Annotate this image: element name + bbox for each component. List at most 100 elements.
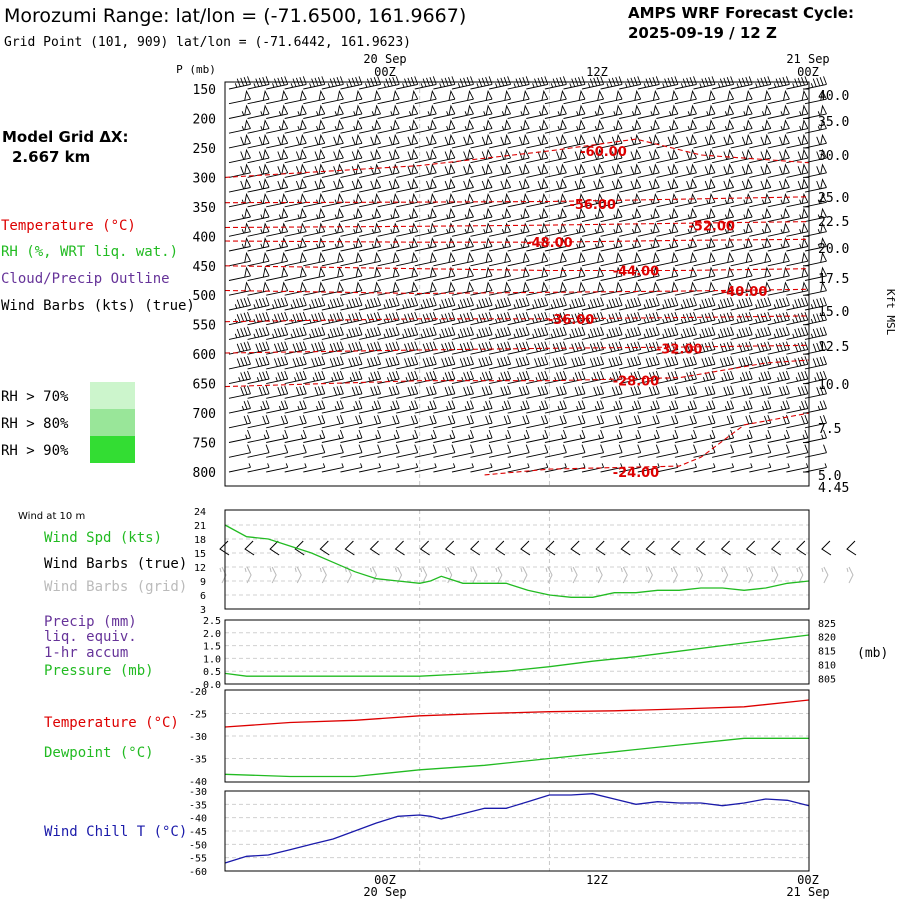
wind-barb-575-28	[749, 326, 772, 340]
wind-barb-800-12	[451, 463, 474, 473]
wind-barb-475-12	[451, 266, 474, 281]
wind-barb-800-9	[396, 463, 419, 473]
wind-barb-525-14	[489, 297, 512, 311]
barb-true-9	[444, 540, 455, 556]
wind-barb-600-0	[228, 341, 251, 355]
wind-barb-175-5	[321, 89, 344, 105]
rh-80-swatch	[90, 409, 135, 436]
wind-barb-725-10	[414, 415, 437, 429]
wind-barb-750-30	[786, 429, 809, 443]
wind-barb-525-11	[433, 297, 456, 311]
wind-barb-525-18	[563, 297, 586, 311]
wind-barb-475-30	[786, 266, 809, 281]
profile-gridlines	[419, 82, 550, 486]
wind-barb-425-1	[247, 237, 270, 252]
wind-barb-475-20	[600, 266, 623, 281]
wind-barb-375-12	[451, 207, 474, 223]
wind-barb-350-29	[767, 192, 790, 208]
pressure-tick-550: 550	[193, 319, 216, 334]
wind-barb-200-13	[470, 104, 493, 119]
wind-barb-300-19	[581, 163, 605, 178]
wind-barb-550-8	[377, 311, 400, 326]
wind-barb-650-15	[507, 370, 530, 385]
wind-barb-650-16	[526, 370, 549, 385]
pressure-tick-825: 825	[818, 619, 836, 630]
wind-barb-575-13	[470, 326, 493, 340]
wind-barb-275-30	[786, 148, 809, 164]
wind-barb-325-9	[396, 178, 419, 193]
wind-speed-line	[224, 524, 810, 598]
wind-barb-300-31	[804, 163, 827, 178]
barb-grid-18	[670, 566, 678, 584]
wind-barb-575-24	[674, 326, 697, 340]
wind-speed-tick-24: 24	[194, 507, 206, 518]
wind-barb-350-22	[637, 192, 660, 208]
wind-barb-650-27	[730, 370, 753, 385]
height-tick-5: 20.0	[818, 242, 849, 257]
wind-barb-750-13	[470, 429, 493, 443]
barb-true-24	[821, 540, 832, 556]
wind-barb-675-0	[228, 385, 251, 399]
wind-barb-450-29	[767, 251, 790, 267]
wind-speed-tick-21: 21	[194, 521, 206, 532]
wind-barb-275-26	[712, 148, 735, 164]
wind-barb-700-16	[526, 400, 549, 414]
wind-barb-575-26	[712, 326, 735, 340]
wind-barb-400-8	[377, 222, 400, 237]
wind-barb-475-6	[340, 266, 363, 281]
wind-barb-525-17	[544, 297, 567, 311]
wind-barb-675-4	[303, 385, 326, 399]
wind-barb-450-12	[451, 251, 474, 267]
wind-barb-700-5	[321, 400, 344, 414]
wind-barb-375-4	[303, 207, 326, 223]
wind-barb-725-7	[359, 415, 382, 429]
profile-panel: P (mb) Kft MSL 150 200 250 300 350 400 450 500 5…	[176, 63, 897, 496]
wind-barb-325-15	[507, 178, 530, 193]
model-grid-value: 2.667 km	[12, 148, 90, 166]
wind-barb-775-27	[730, 444, 753, 458]
wind-barb-325-26	[712, 178, 735, 193]
wind-barb-275-9	[396, 148, 419, 164]
wind-barb-150-23	[656, 76, 679, 90]
wind-barb-375-27	[730, 207, 753, 223]
wind-barb-400-1	[247, 222, 270, 237]
wind-barb-225-17	[544, 119, 567, 134]
wind-barb-300-2	[266, 163, 289, 178]
wind-barb-750-28	[749, 429, 772, 443]
wind-barb-field	[228, 76, 827, 473]
wind-barb-325-3	[284, 178, 307, 193]
wind-barb-275-18	[563, 148, 586, 164]
wind-barb-725-21	[619, 415, 642, 429]
wind-barb-700-8	[377, 400, 400, 414]
wind-barb-550-5	[321, 311, 344, 326]
wind-barb-150-5	[321, 76, 344, 90]
wind-barb-800-27	[730, 463, 753, 473]
wind-barb-700-18	[563, 400, 586, 414]
wind-barb-275-23	[656, 148, 679, 164]
barb-true-18	[670, 540, 681, 556]
wind-barb-425-2	[266, 237, 289, 252]
precip-pressure-panel: Precip (mm) liq. equiv. 1-hr accum Press…	[44, 614, 888, 691]
pressure-axis-label: P (mb)	[176, 63, 216, 76]
temp-tick-2: -30	[189, 732, 207, 743]
wind-barb-350-25	[693, 192, 716, 208]
wind-barb-575-11	[433, 326, 456, 340]
wind-barb-450-2	[266, 251, 289, 267]
wind-barb-575-10	[414, 326, 437, 340]
wind-barb-250-10	[414, 133, 437, 149]
wind-barb-150-31	[804, 76, 827, 90]
wind-barb-225-29	[767, 119, 790, 134]
isotherm-label-2: -52.00	[688, 220, 735, 235]
accum-label: 1-hr accum	[44, 645, 128, 661]
wind-barb-175-1	[247, 89, 270, 105]
wind-barb-550-11	[433, 311, 456, 326]
wind-barb-375-10	[414, 207, 437, 223]
wind-barb-600-29	[767, 341, 790, 355]
wind-barb-600-27	[730, 341, 753, 355]
wind-barb-525-15	[507, 297, 530, 311]
barb-grid-24	[821, 566, 829, 584]
wind-barb-300-6	[340, 163, 363, 178]
wind-barb-175-4	[303, 89, 326, 105]
wind-barb-200-22	[637, 104, 660, 119]
wind-barb-625-2	[266, 356, 289, 370]
